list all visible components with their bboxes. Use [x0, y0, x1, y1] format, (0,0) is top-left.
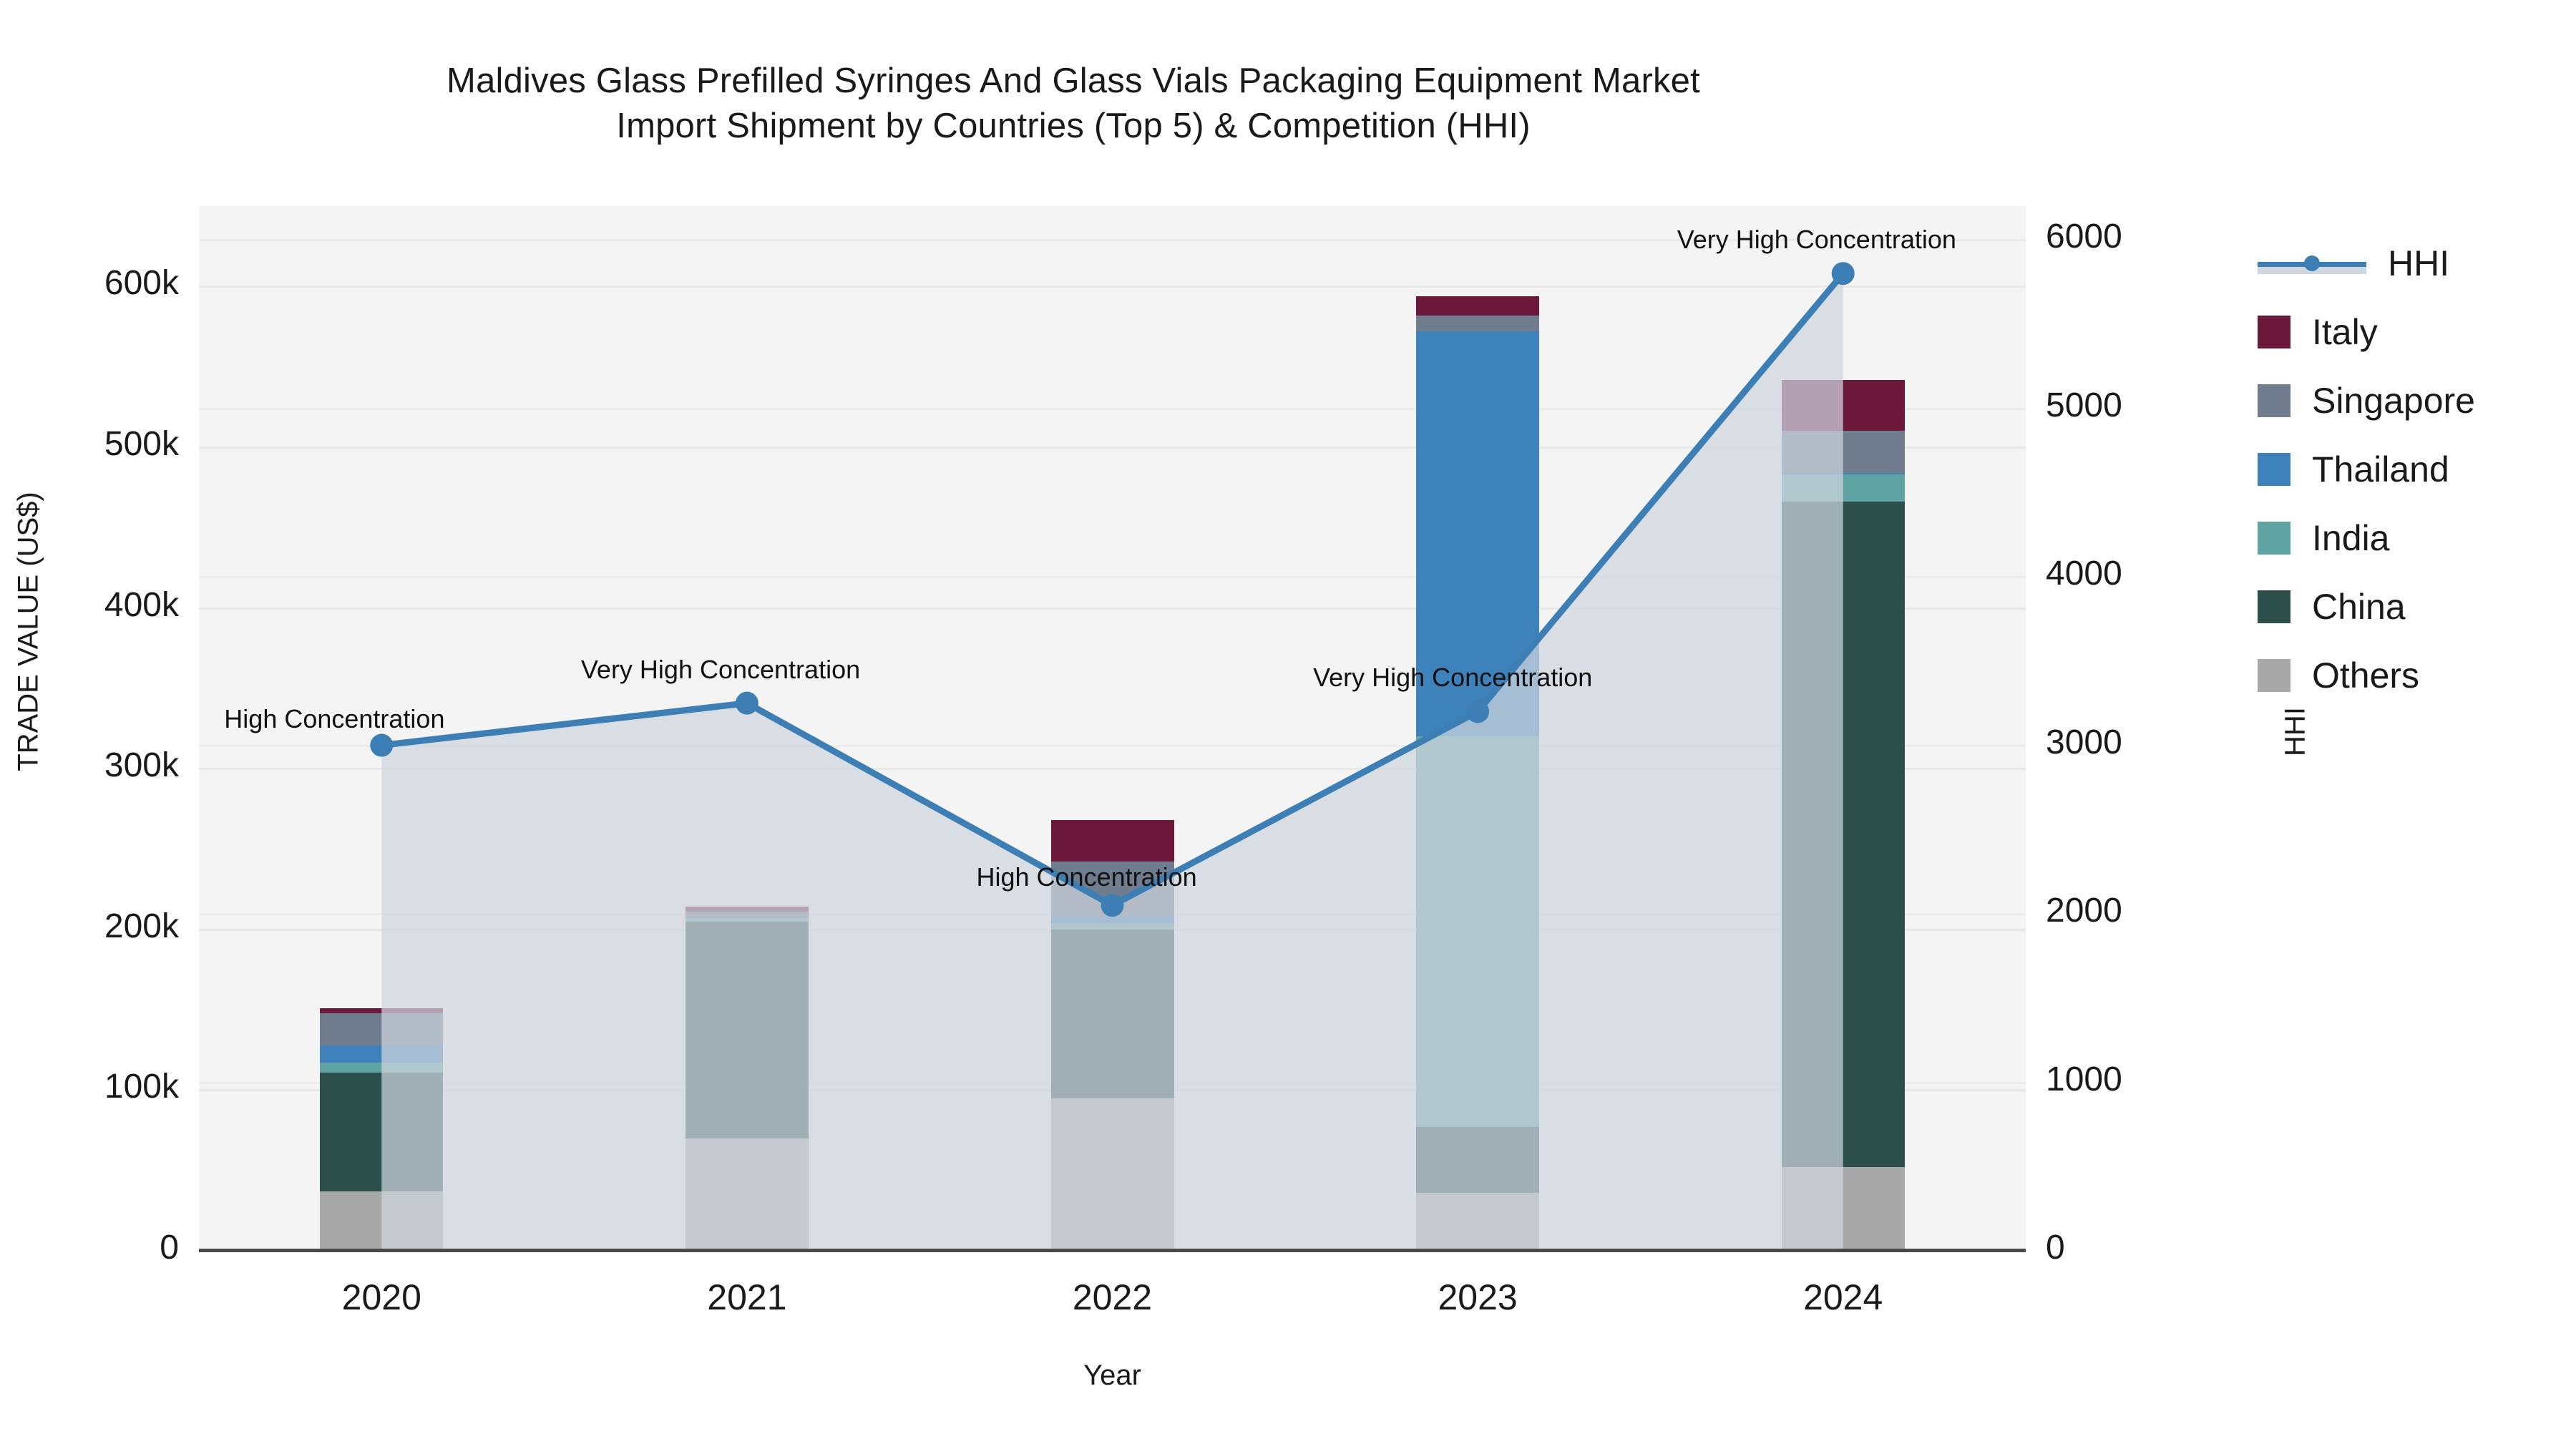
- legend-label-hhi: HHI: [2388, 243, 2450, 283]
- legend-swatch-others: [2258, 659, 2290, 692]
- annotation-2020: High Concentration: [224, 703, 445, 733]
- legend-item-china[interactable]: China: [2258, 572, 2475, 641]
- legend-label-singapore: Singapore: [2312, 381, 2475, 421]
- y-tick-left-300k: 300k: [104, 746, 179, 785]
- legend-item-india[interactable]: India: [2258, 504, 2475, 572]
- plot-area: [199, 206, 2026, 1251]
- x-tick-2021: 2021: [707, 1277, 787, 1317]
- gridline-right-6000: [199, 239, 2026, 242]
- y-tick-left-200k: 200k: [104, 907, 179, 945]
- bar-segment-italy-2022[interactable]: [1050, 820, 1174, 862]
- legend-item-italy[interactable]: Italy: [2258, 298, 2475, 366]
- legend-label-thailand: Thailand: [2312, 449, 2449, 489]
- hhi-point-2023[interactable]: [1466, 700, 1490, 723]
- y-tick-left-500k: 500k: [104, 424, 179, 463]
- y-tick-right-2000: 2000: [2046, 892, 2122, 930]
- annotation-2024: Very High Concentration: [1677, 225, 1956, 255]
- x-tick-2024: 2024: [1803, 1277, 1883, 1317]
- x-tick-2020: 2020: [341, 1277, 421, 1317]
- gridline-left-300k: [199, 768, 2026, 771]
- legend-item-singapore[interactable]: Singapore: [2258, 366, 2475, 435]
- y-tick-left-600k: 600k: [104, 264, 179, 303]
- legend-label-china: China: [2312, 587, 2406, 627]
- legend-marker-icon: [2304, 255, 2320, 271]
- y-tick-left-400k: 400k: [104, 585, 179, 624]
- gridline-left-500k: [199, 446, 2026, 449]
- bar-segment-italy-2023[interactable]: [1416, 296, 1540, 316]
- gridline-right-4000: [199, 576, 2026, 579]
- y-tick-left-100k: 100k: [104, 1068, 179, 1106]
- legend-label-italy: Italy: [2312, 312, 2378, 352]
- y-tick-right-0: 0: [2046, 1229, 2065, 1267]
- chart-title-line-1: Maldives Glass Prefilled Syringes And Gl…: [447, 62, 1700, 100]
- hhi-series: [370, 262, 1855, 1251]
- y-tick-right-5000: 5000: [2046, 386, 2122, 424]
- x-axis-line: [199, 1249, 2026, 1252]
- legend-swatch-india: [2258, 522, 2290, 555]
- bar-segment-singapore-2023[interactable]: [1416, 315, 1540, 332]
- legend-label-india: India: [2312, 518, 2390, 558]
- gridline-right-3000: [199, 744, 2026, 747]
- legend-label-others: Others: [2312, 655, 2420, 696]
- legend-item-hhi[interactable]: HHI: [2258, 229, 2475, 298]
- chart-legend: HHI Italy Singapore Thailand India China Other…: [2258, 229, 2475, 710]
- x-tick-2023: 2023: [1438, 1277, 1518, 1317]
- gridline-left-400k: [199, 607, 2026, 610]
- annotation-2023: Very High Concentration: [1313, 663, 1593, 693]
- chart-title: Maldives Glass Prefilled Syringes And Gl…: [0, 59, 2147, 148]
- bar-segment-italy-2020[interactable]: [320, 1008, 444, 1013]
- legend-item-thailand[interactable]: Thailand: [2258, 435, 2475, 504]
- legend-swatch-china: [2258, 590, 2290, 623]
- gridline-right-5000: [199, 407, 2026, 410]
- legend-swatch-singapore: [2258, 384, 2290, 417]
- y-tick-left-0: 0: [160, 1229, 179, 1267]
- annotation-2022: High Concentration: [976, 862, 1197, 892]
- hhi-point-2021[interactable]: [735, 691, 758, 715]
- x-axis-title: Year: [1083, 1360, 1141, 1391]
- hhi-point-2022[interactable]: [1101, 894, 1124, 917]
- legend-line-icon: [2258, 247, 2366, 280]
- y-tick-right-6000: 6000: [2046, 218, 2122, 256]
- y-tick-right-4000: 4000: [2046, 555, 2122, 593]
- y-tick-right-1000: 1000: [2046, 1060, 2122, 1098]
- gridline-left-600k: [199, 286, 2026, 288]
- y-axis-title-left: TRADE VALUE (US$): [12, 492, 44, 771]
- y-tick-right-3000: 3000: [2046, 723, 2122, 761]
- hhi-point-2024[interactable]: [1831, 262, 1855, 286]
- x-tick-2022: 2022: [1072, 1277, 1153, 1317]
- legend-swatch-thailand: [2258, 453, 2290, 486]
- legend-swatch-italy: [2258, 316, 2290, 348]
- hhi-area-fill: [381, 273, 1843, 1251]
- annotation-2021: Very High Concentration: [580, 654, 861, 684]
- chart-title-line-2: Import Shipment by Countries (Top 5) & C…: [616, 106, 1531, 145]
- hhi-point-2020[interactable]: [370, 733, 394, 757]
- legend-item-others[interactable]: Others: [2258, 641, 2475, 710]
